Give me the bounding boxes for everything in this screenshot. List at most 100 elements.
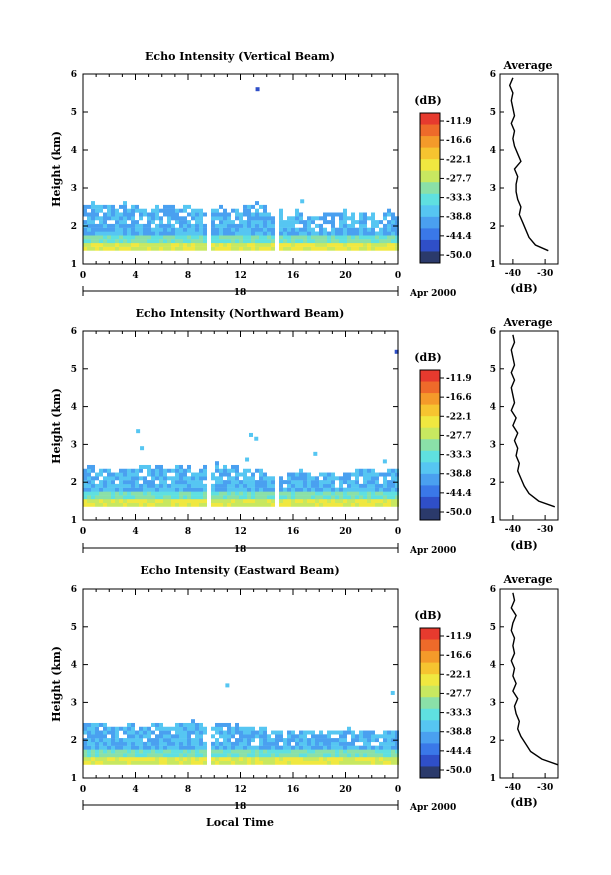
echo-cell (91, 483, 95, 488)
echo-cell (139, 235, 143, 240)
echo-cell (135, 487, 139, 492)
echo-cell (243, 756, 247, 761)
echo-cell (371, 223, 375, 228)
echo-cell (359, 753, 363, 758)
echo-cell (347, 483, 351, 488)
echo-cell (395, 753, 399, 758)
echo-cell (83, 204, 87, 209)
echo-cell (391, 227, 395, 232)
echo-cell (371, 239, 375, 244)
echo-cell (283, 227, 287, 232)
echo-cell (235, 242, 239, 247)
echo-cell (255, 227, 259, 232)
echo-cell (119, 487, 123, 492)
echo-cell (91, 216, 95, 221)
echo-cell (327, 220, 331, 225)
echo-cell (271, 246, 275, 251)
echo-cell (263, 235, 267, 240)
echo-cell (99, 741, 103, 746)
echo-cell (227, 498, 231, 503)
echo-cell (359, 495, 363, 500)
echo-cell (99, 216, 103, 221)
echo-cell (239, 246, 243, 251)
echo-cell (203, 726, 207, 731)
echo-cell (135, 495, 139, 500)
echo-cell (175, 726, 179, 731)
x-tick-label: 20 (339, 527, 352, 537)
echo-cell (287, 756, 291, 761)
echo-cell (363, 480, 367, 485)
echo-cell (279, 212, 283, 217)
echo-cell (131, 212, 135, 217)
echo-cell (95, 749, 99, 754)
average-xlabel: (dB) (510, 796, 537, 809)
echo-cell (263, 223, 267, 228)
echo-cell (303, 476, 307, 481)
echo-cell (383, 760, 387, 765)
echo-cell (287, 741, 291, 746)
echo-cell (215, 495, 219, 500)
echo-cell (83, 220, 87, 225)
echo-cell (323, 480, 327, 485)
echo-cell (259, 468, 263, 473)
x-tick-label: 0 (80, 271, 86, 281)
echo-cell (239, 726, 243, 731)
echo-cell (267, 227, 271, 232)
echo-cell (247, 502, 251, 507)
echo-cell (107, 502, 111, 507)
echo-cell (279, 749, 283, 754)
echo-cell (95, 495, 99, 500)
echo-cell (363, 476, 367, 481)
echo-cell (347, 745, 351, 750)
echo-cell (87, 726, 91, 731)
echo-cell (303, 760, 307, 765)
echo-cell (287, 745, 291, 750)
echo-cell (123, 242, 127, 247)
echo-cell (91, 760, 95, 765)
echo-cell (247, 483, 251, 488)
echo-cell (163, 730, 167, 735)
echo-cell (295, 760, 299, 765)
echo-cell (159, 502, 163, 507)
echo-cell (255, 223, 259, 228)
echo-cell (167, 235, 171, 240)
echo-cell (243, 212, 247, 217)
echo-cell (383, 231, 387, 236)
echo-cell (147, 498, 151, 503)
echo-cell (343, 216, 347, 221)
echo-cell (335, 738, 339, 743)
echo-cell (147, 468, 151, 473)
echo-cell (95, 246, 99, 251)
echo-cell (371, 227, 375, 232)
echo-cell (343, 741, 347, 746)
echo-cell (311, 495, 315, 500)
echo-cell (123, 749, 127, 754)
echo-cell (147, 239, 151, 244)
echo-cell (359, 756, 363, 761)
echo-cell (395, 487, 399, 492)
echo-cell (279, 745, 283, 750)
echo-cell (387, 472, 391, 477)
echo-cell (87, 749, 91, 754)
echo-cell (279, 208, 283, 213)
echo-cell (179, 749, 183, 754)
echo-cell (279, 738, 283, 743)
echo-cell (343, 749, 347, 754)
echo-cell (195, 760, 199, 765)
echo-cell (339, 476, 343, 481)
colorbar-swatch (420, 182, 440, 195)
echo-cell (119, 502, 123, 507)
echo-cell (339, 741, 343, 746)
echo-cell (183, 223, 187, 228)
echo-cell (295, 749, 299, 754)
echo-cell (191, 480, 195, 485)
echo-cell (111, 756, 115, 761)
echo-cell (159, 235, 163, 240)
echo-cell (283, 239, 287, 244)
echo-cell (119, 741, 123, 746)
echo-cell (83, 753, 87, 758)
echo-cell (139, 476, 143, 481)
echo-cell (91, 498, 95, 503)
echo-cell (355, 753, 359, 758)
echo-cell (295, 227, 299, 232)
